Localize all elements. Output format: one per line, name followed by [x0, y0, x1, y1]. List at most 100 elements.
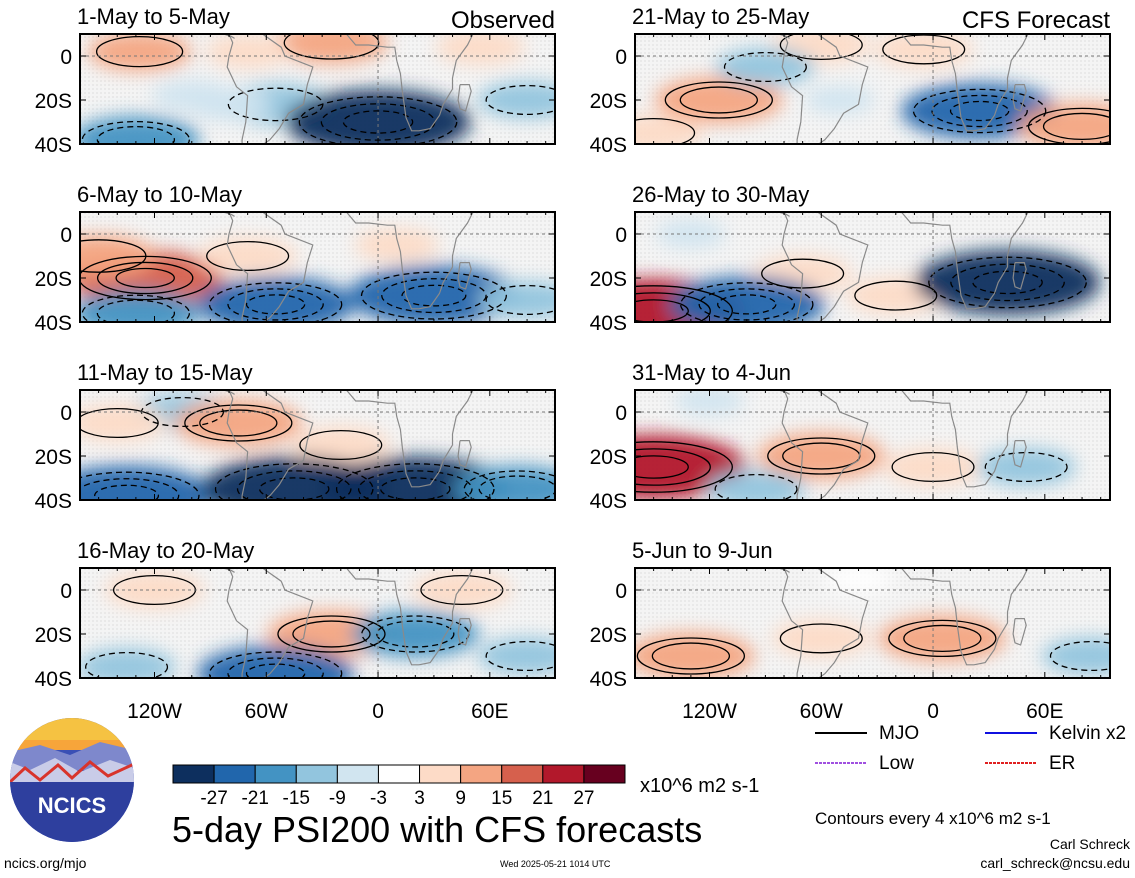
colorbar-swatch: [419, 764, 462, 784]
anomaly-field: [80, 568, 555, 678]
anomaly-blob: [477, 637, 555, 675]
panel-title: 16-May to 20-May: [77, 538, 254, 563]
coastline: [222, 34, 235, 39]
contour-line: [227, 657, 324, 678]
anomaly-field: [80, 34, 555, 144]
coastlines: [777, 34, 1029, 144]
contour-line: [636, 637, 746, 675]
y-tick-label: 0: [60, 46, 72, 69]
contour-line: [245, 294, 306, 315]
contour-line: [635, 448, 711, 486]
panel-frame: [634, 211, 1111, 323]
contour-line: [761, 258, 845, 289]
colorbar-swatch: [254, 764, 297, 784]
contour-line: [635, 117, 696, 144]
contour-line: [854, 280, 938, 311]
y-tick-label: 20S: [35, 268, 72, 291]
coastline: [900, 34, 1029, 132]
legend-label: Kelvin x2: [1049, 723, 1126, 744]
coastlines: [222, 568, 474, 678]
legend-label: Low: [879, 753, 914, 774]
contour-line: [335, 463, 495, 500]
contour-line: [258, 477, 330, 500]
author-name: Carl Schreck: [1050, 836, 1131, 852]
colorbar-swatch: [295, 764, 338, 784]
colorbar-tick-label: -21: [241, 788, 268, 809]
coastline: [226, 390, 314, 500]
coastline: [1012, 84, 1027, 112]
x-tick-label: 0: [372, 700, 384, 723]
coastline: [777, 390, 790, 395]
colorbar-tick-label: -15: [283, 788, 310, 809]
anomaly-blob: [151, 79, 232, 112]
contour-line: [485, 640, 555, 672]
anomaly-blob: [198, 237, 298, 275]
contour-line: [80, 471, 200, 500]
anomaly-blob: [291, 426, 391, 464]
coastline: [781, 568, 869, 678]
contour-line: [357, 470, 473, 500]
contour-line: [679, 86, 758, 114]
logo-text: NCICS: [38, 793, 106, 818]
colorbar-tick-label: 15: [491, 788, 512, 809]
coastline: [345, 568, 474, 666]
x-tick-label: 120W: [127, 700, 182, 723]
colorbar-tick-label: 3: [414, 788, 425, 809]
colorbar-tick-label: 27: [573, 788, 594, 809]
contour-line: [199, 409, 278, 437]
y-tick-label: 0: [615, 46, 627, 69]
contours: [636, 619, 1110, 675]
y-tick-label: 40S: [35, 668, 72, 691]
contour-line: [888, 619, 997, 658]
contour-line: [717, 294, 777, 315]
panel-7: 0 20S 40S 31-May to 4-Jun: [590, 360, 1111, 513]
anomaly-blob: [976, 448, 1076, 486]
contour-line: [912, 88, 1047, 134]
contour-line: [342, 110, 414, 134]
anomaly-field: [635, 568, 1110, 678]
coastlines: [222, 390, 474, 500]
contour-line: [184, 404, 293, 442]
contour-line: [85, 651, 169, 678]
y-tick-label: 0: [60, 224, 72, 247]
figure-title: 5-day PSI200 with CFS forecasts: [172, 809, 702, 850]
colorbar-swatch: [460, 764, 503, 784]
contour-line: [96, 261, 194, 295]
panel-4: 0 20S 40S 16-May to 20-May: [35, 538, 556, 691]
contour-line: [236, 470, 352, 500]
y-tick-label: 20S: [35, 446, 72, 469]
panel-title: 11-May to 15-May: [77, 360, 253, 385]
contour-line: [651, 642, 731, 670]
coastline: [457, 618, 472, 646]
coastline: [345, 212, 474, 310]
contour-line: [949, 100, 1010, 122]
anomaly-blob: [477, 81, 555, 119]
contour-line: [206, 240, 290, 272]
colorbar-tick-label: 9: [455, 788, 466, 809]
colorbar-swatch: [583, 764, 626, 784]
colorbar-tick-label: -3: [370, 788, 387, 809]
x-tick-label: 60W: [800, 700, 843, 723]
contour-line: [115, 267, 175, 289]
contour-line: [972, 270, 1043, 295]
anomaly-blob: [80, 648, 177, 678]
coastline: [457, 262, 472, 290]
y-tick-label: 0: [60, 580, 72, 603]
y-tick-label: 40S: [35, 134, 72, 157]
coastline: [226, 212, 314, 322]
contour-line: [1049, 640, 1110, 672]
anomaly-blob: [883, 448, 983, 486]
contour-line: [381, 278, 487, 314]
legend-label: MJO: [879, 723, 919, 744]
anomaly-field: [635, 390, 1076, 500]
anomaly-blob: [351, 610, 480, 658]
anomaly-blob: [80, 235, 156, 277]
anomaly-blob: [706, 470, 806, 500]
contour-line: [80, 478, 180, 500]
y-tick-label: 20S: [590, 268, 627, 291]
panel-frame: [79, 567, 556, 679]
anomaly-field: [80, 390, 555, 500]
panel-title: 1-May to 5-May: [77, 4, 230, 29]
coastlines: [777, 390, 1029, 500]
